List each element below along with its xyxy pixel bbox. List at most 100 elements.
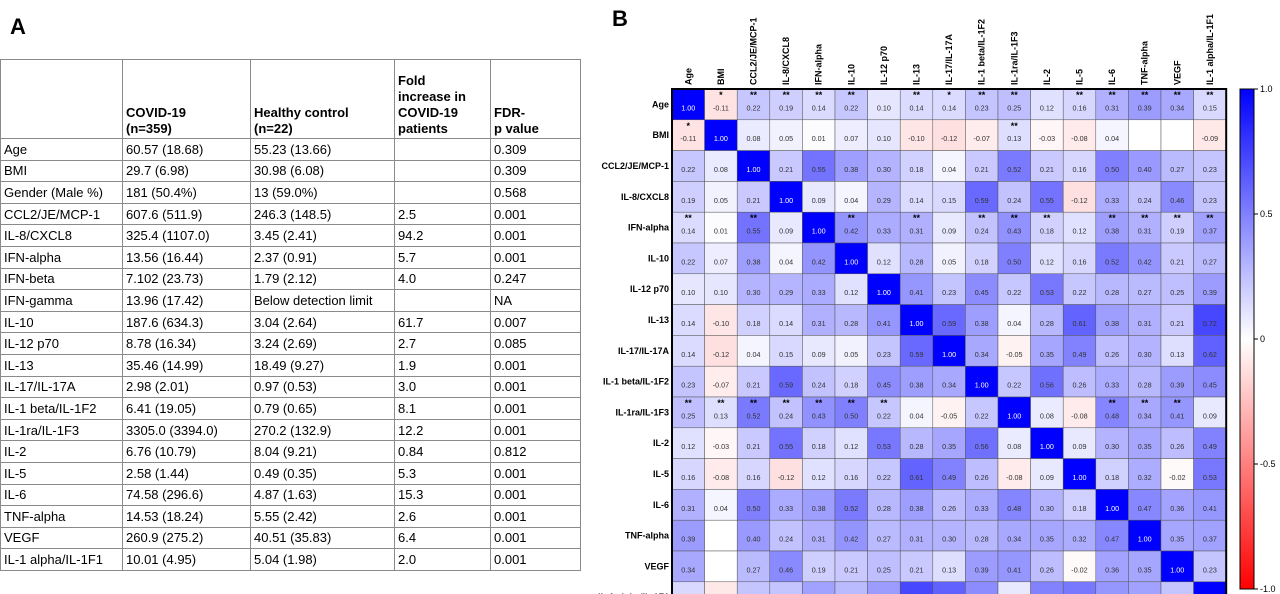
table-cell: 0.97 (0.53) (250, 375, 395, 399)
heatmap-cell (1062, 119, 1097, 151)
column-label: TNF-alpha (1140, 40, 1150, 85)
colorbar-tick-label: -0.5 (1260, 459, 1276, 469)
heatmap-value-label: 0.29 (877, 196, 891, 205)
heatmap-value-label: 0.59 (975, 196, 989, 205)
heatmap-cell (802, 458, 836, 490)
heatmap-value-label: 0.22 (877, 411, 891, 420)
heatmap-cell (1128, 581, 1162, 594)
heatmap-cell (899, 550, 934, 583)
heatmap-cell (1160, 489, 1194, 521)
heatmap-cell (1030, 458, 1064, 490)
heatmap-cell (1193, 519, 1227, 552)
heatmap-value-label: 0.14 (681, 319, 695, 328)
column-label: IL-17/IL-17A (944, 33, 954, 85)
heatmap-value-label: 0.09 (942, 227, 956, 236)
heatmap-value-label: 0.13 (942, 565, 956, 574)
heatmap-value-label: 0.33 (1105, 196, 1119, 205)
heatmap-cell (769, 581, 803, 594)
column-label: IL-6 (1107, 69, 1117, 85)
table-row: BMI 29.7 (6.98) 30.98 (6.08) 0.309 (0, 159, 581, 183)
heatmap-value-label: 0.10 (681, 288, 695, 297)
heatmap-cell (1095, 396, 1129, 429)
heatmap-cell (704, 458, 738, 490)
heatmap-value-label: 0.34 (1138, 411, 1152, 420)
heatmap-cell (867, 581, 901, 594)
heatmap-value-label: 0.26 (1040, 565, 1054, 574)
heatmap-cell (704, 150, 738, 182)
heatmap-value-label: 0.12 (1040, 103, 1054, 112)
heatmap-cell (671, 581, 705, 594)
heatmap-cell (1062, 150, 1097, 182)
heatmap-cell (867, 519, 901, 552)
heatmap-value-label: 0.41 (877, 319, 891, 328)
heatmap-value-label: 0.38 (747, 257, 761, 266)
table-cell: 0.001 (490, 375, 581, 399)
heatmap-cell (932, 150, 966, 182)
table-cell: 55.23 (13.66) (250, 138, 395, 161)
table-row: CCL2/JE/MCP-1 607.6 (511.9) 246.3 (148.5) 2… (0, 202, 581, 226)
heatmap-value-label: 0.09 (1203, 411, 1217, 420)
heatmap-cell (1062, 581, 1097, 594)
heatmap-value-label: 0.18 (1105, 473, 1119, 482)
column-label: IL-12 p70 (879, 46, 889, 85)
heatmap-value-label: 0.24 (779, 411, 793, 420)
heatmap-value-label: -0.02 (1169, 473, 1185, 482)
heatmap-value-label: 0.07 (844, 134, 858, 143)
heatmap-cell (1160, 119, 1194, 151)
heatmap-value-label: 0.23 (877, 350, 891, 359)
heatmap-value-label: 0.21 (910, 565, 924, 574)
heatmap-value-label: 0.23 (975, 103, 989, 112)
heatmap-value-label: 0.47 (1138, 504, 1152, 513)
table-header-cell: COVID-19 (n=359) (122, 59, 251, 139)
heatmap-cell (769, 427, 803, 459)
heatmap-value-label: -0.12 (1071, 196, 1087, 205)
heatmap-cell (997, 519, 1031, 552)
heatmap-value-label: 0.31 (681, 504, 695, 513)
heatmap-value-label: 1.00 (747, 165, 761, 174)
heatmap-cell (965, 242, 999, 275)
heatmap-cell (1095, 427, 1129, 459)
heatmap-cell (899, 365, 934, 398)
heatmap-value-label: 0.42 (1138, 257, 1152, 266)
heatmap-value-label: 0.49 (1073, 350, 1087, 359)
heatmap-value-label: 0.13 (1007, 134, 1021, 143)
heatmap-cell (899, 119, 934, 151)
significance-star: ** (815, 90, 823, 100)
heatmap-value-label: 0.22 (681, 257, 695, 266)
heatmap-value-label: 0.38 (1105, 319, 1119, 328)
heatmap-value-label: 0.33 (812, 288, 826, 297)
heatmap-cell (1128, 211, 1162, 244)
heatmap-value-label: 0.36 (1170, 504, 1184, 513)
row-label: IL-1 alpha/IL-1F1 (598, 592, 669, 594)
heatmap-cell (802, 335, 836, 367)
heatmap-value-label: 0.09 (1073, 442, 1087, 451)
heatmap-value-label: 0.27 (1203, 257, 1217, 266)
table-header-cell (0, 59, 123, 139)
heatmap-value-label: -0.11 (713, 103, 729, 112)
heatmap-value-label: 0.21 (779, 165, 793, 174)
heatmap-value-label: 0.30 (942, 535, 956, 544)
heatmap-cell (1030, 211, 1064, 244)
row-label: TNF-alpha (625, 531, 670, 541)
heatmap-value-label: 0.61 (1073, 319, 1087, 328)
heatmap-value-label: 1.00 (942, 350, 956, 359)
heatmap-value-label: 0.33 (779, 504, 793, 513)
heatmap-cell (1062, 304, 1097, 336)
heatmap-cell (1128, 150, 1162, 182)
table-cell: 246.3 (148.5) (250, 202, 395, 226)
heatmap-cell (1030, 242, 1064, 275)
heatmap-value-label: 0.18 (812, 442, 826, 451)
heatmap-value-label: 0.28 (1138, 381, 1152, 390)
column-label: IL-8/CXCL8 (781, 37, 791, 85)
heatmap-value-label: 0.48 (1007, 504, 1021, 513)
heatmap-cell (1193, 88, 1227, 121)
heatmap-value-label: -0.08 (1071, 411, 1087, 420)
column-label: IL-5 (1075, 69, 1085, 85)
row-label: IL-13 (648, 315, 669, 325)
heatmap-value-label: 0.22 (1007, 288, 1021, 297)
heatmap-cell (899, 150, 934, 182)
heatmap-value-label: -0.09 (1202, 134, 1218, 143)
heatmap-cell (1193, 581, 1227, 594)
heatmap-cell (867, 458, 901, 490)
heatmap-value-label: 0.04 (1007, 319, 1021, 328)
